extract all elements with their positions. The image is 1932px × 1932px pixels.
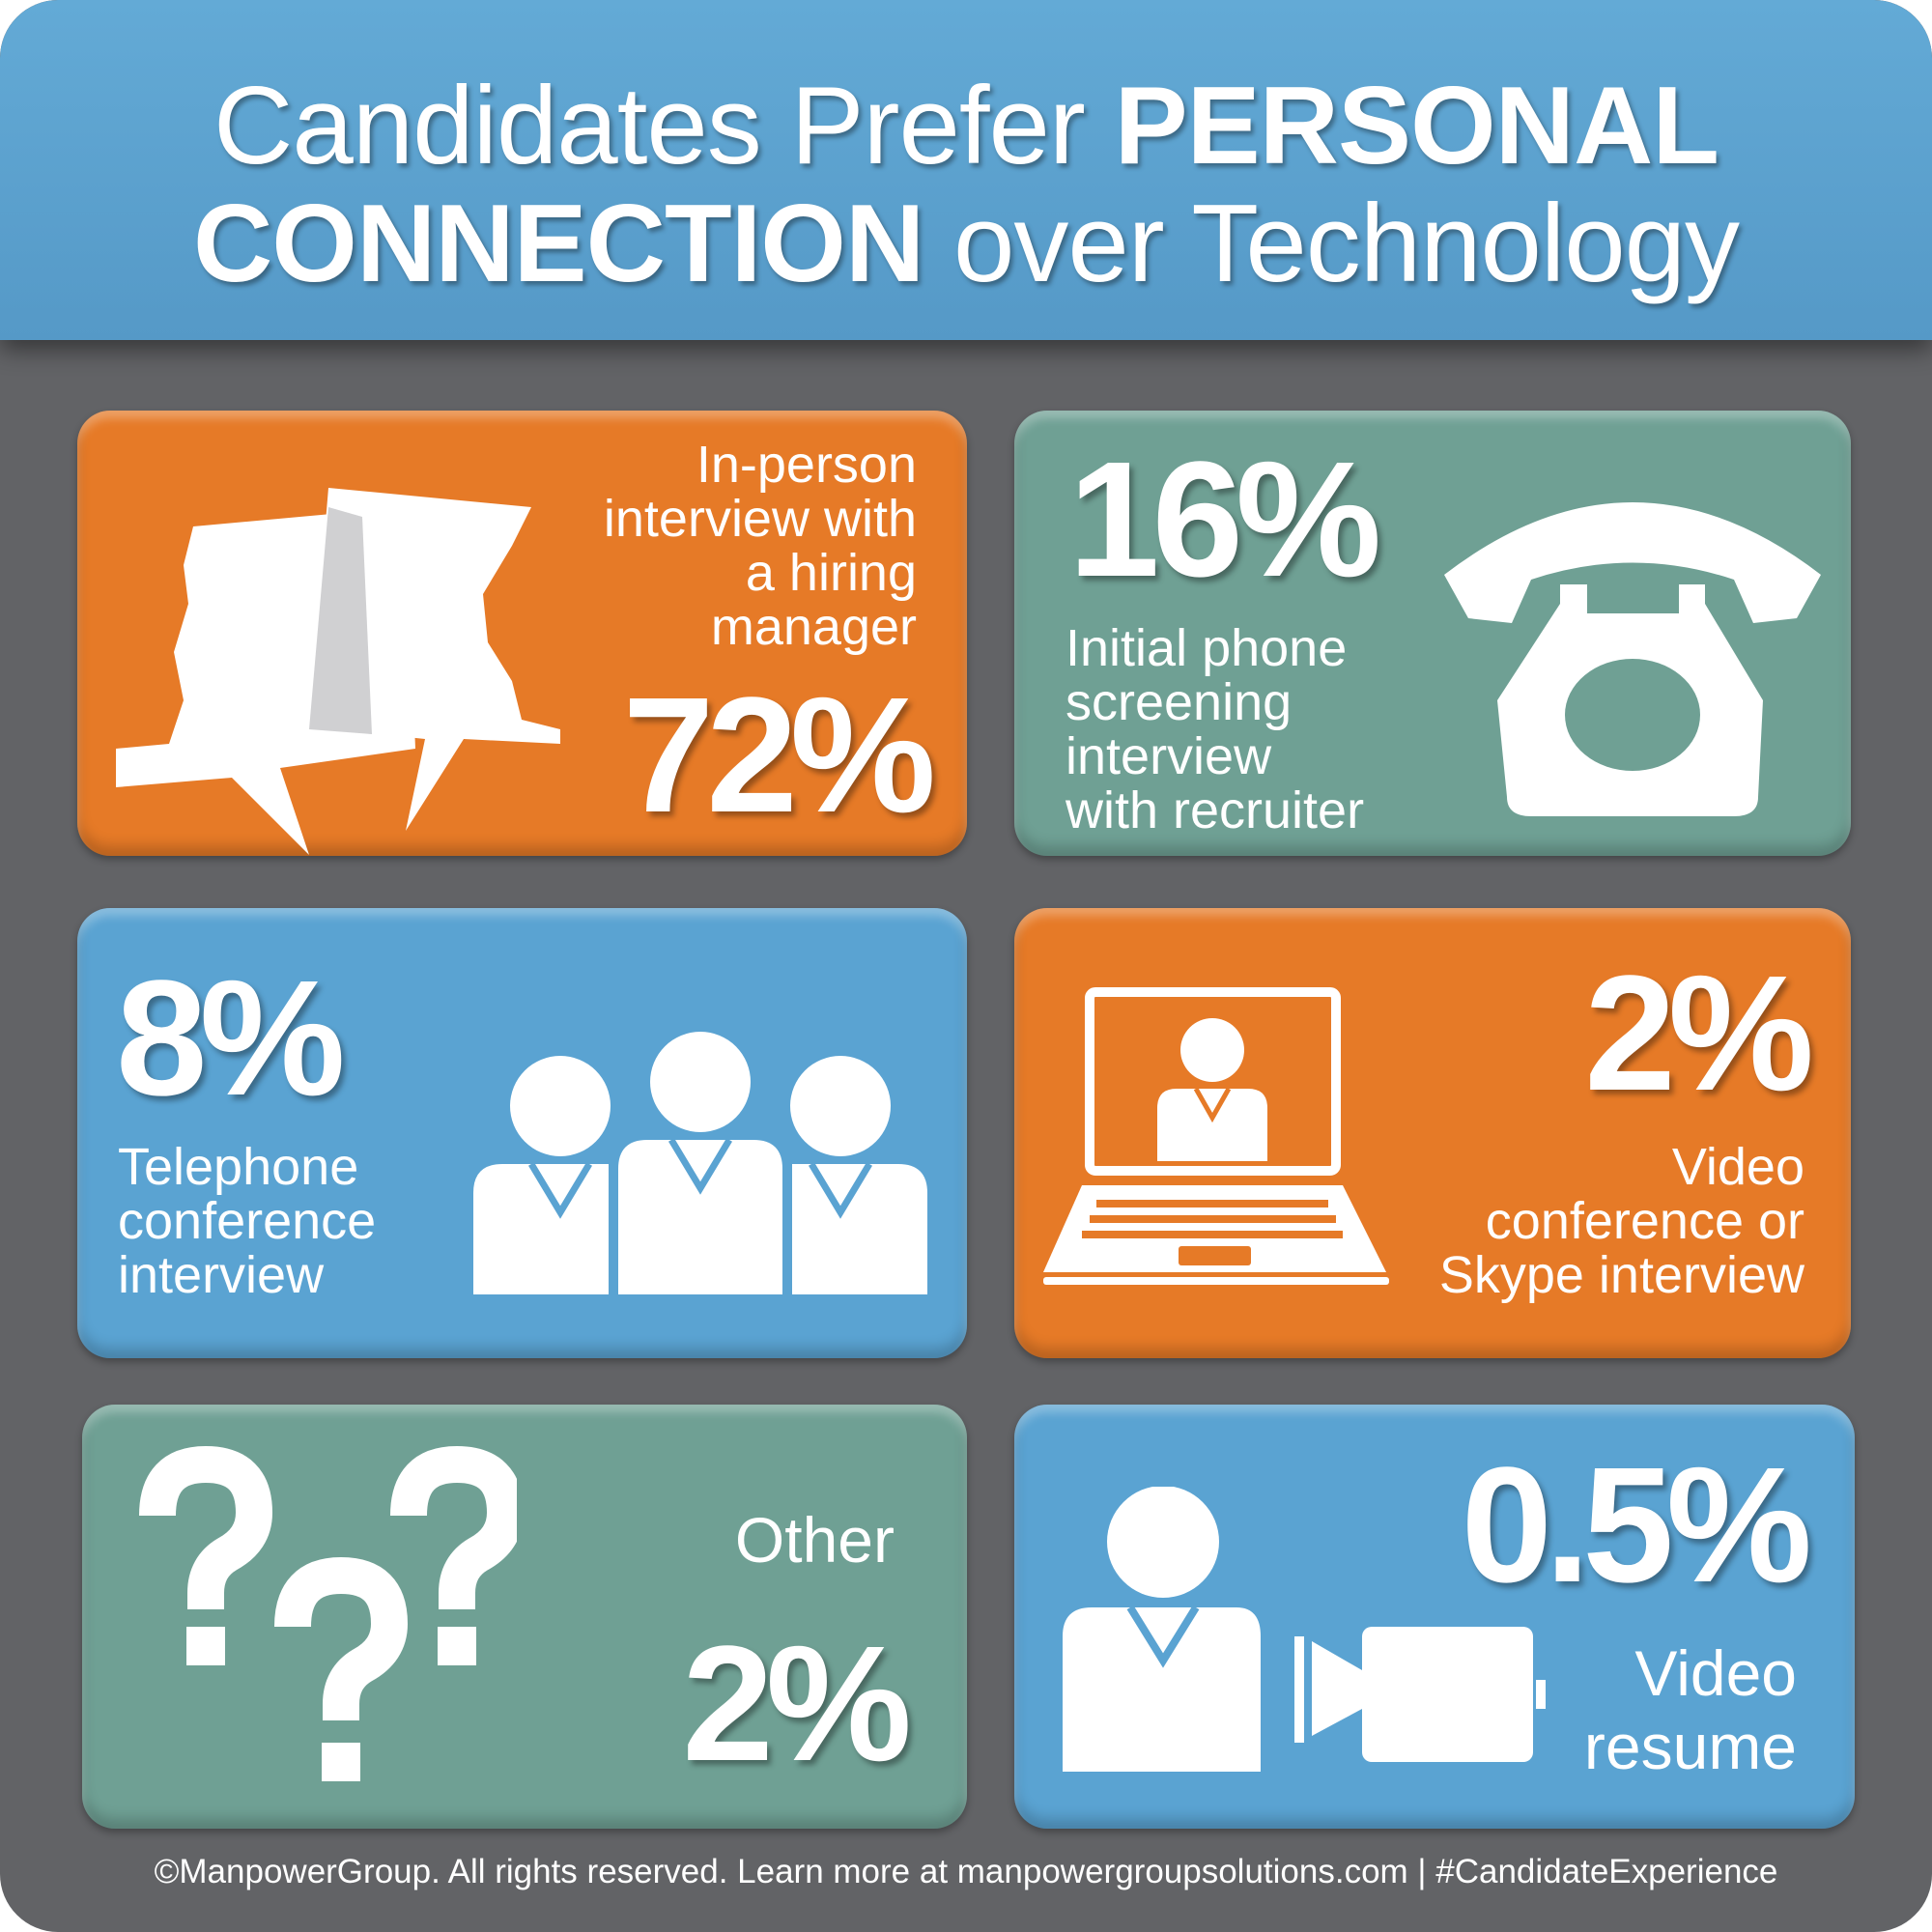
title-line-1: Candidates Prefer PERSONAL <box>0 68 1932 185</box>
title-line-2: CONNECTION over Technology <box>0 185 1932 303</box>
tile-label: Telephone conference interview <box>118 1140 376 1302</box>
hashtag: #CandidateExperience <box>1435 1853 1778 1890</box>
footer: ©ManpowerGroup. All rights reserved. Lea… <box>0 1853 1932 1891</box>
tile-percent: 72% <box>622 664 936 847</box>
label-line: interview <box>118 1246 325 1304</box>
label-line: a hiring <box>745 544 917 602</box>
question-marks-icon <box>139 1445 517 1781</box>
website-link[interactable]: manpowergroupsolutions.com <box>956 1853 1408 1890</box>
tile-percent: 2% <box>682 1612 912 1796</box>
tile-in-person: In-person interview with a hiring manage… <box>77 411 967 856</box>
label-line: Video <box>1671 1138 1804 1196</box>
separator: | <box>1407 1853 1436 1890</box>
label-line: screening <box>1065 673 1293 731</box>
tile-label: Video conference or Skype interview <box>1321 1140 1804 1302</box>
tile-video-conference: 2% Video conference or Skype interview <box>1014 908 1851 1358</box>
tile-label: In-person interview with a hiring manage… <box>434 438 917 654</box>
rotary-telephone-icon <box>1444 502 1821 816</box>
laptop-video-call-icon <box>1043 987 1389 1285</box>
tile-percent: 2% <box>1584 942 1814 1125</box>
tile-label: Other <box>734 1504 895 1576</box>
label-line: manager <box>710 598 917 656</box>
label-line: Initial phone <box>1065 619 1348 677</box>
label-line: Telephone <box>118 1138 359 1196</box>
label-line: resume <box>1583 1711 1797 1782</box>
header: Candidates Prefer PERSONAL CONNECTION ov… <box>0 0 1932 340</box>
label-line: Video <box>1634 1637 1797 1709</box>
label-line: conference or <box>1485 1192 1804 1250</box>
person-video-camera-icon <box>1063 1487 1546 1772</box>
speech-bubbles-faces-icon <box>116 488 560 855</box>
copyright-text: ©ManpowerGroup. All rights reserved. Lea… <box>154 1853 957 1890</box>
tile-label: Video resume <box>1584 1636 1797 1783</box>
title-bold: CONNECTION <box>192 183 924 305</box>
tile-label: Initial phone screening interview with r… <box>1065 621 1364 838</box>
tile-phone-screening: 16% Initial phone screening interview wi… <box>1014 411 1851 856</box>
tile-telephone-conference: 8% Telephone conference interview <box>77 908 967 1358</box>
tile-video-resume: 0.5% Video resume <box>1014 1405 1855 1829</box>
label-line: interview with <box>603 490 917 548</box>
label-line: interview <box>1065 727 1272 785</box>
label-line: with recruiter <box>1065 781 1365 839</box>
label-line: Skype interview <box>1438 1246 1804 1304</box>
tile-percent: 16% <box>1068 428 1381 611</box>
label-line: conference <box>118 1192 377 1250</box>
title-bold: PERSONAL <box>1114 65 1719 187</box>
title-text: over Technology <box>923 183 1740 305</box>
tile-other: Other 2% <box>82 1405 967 1829</box>
tile-percent: 8% <box>116 947 346 1130</box>
tile-percent: 0.5% <box>1461 1434 1812 1617</box>
group-people-icon <box>473 1032 927 1294</box>
label-line: In-person <box>696 436 917 494</box>
title-text: Candidates Prefer <box>213 65 1115 187</box>
